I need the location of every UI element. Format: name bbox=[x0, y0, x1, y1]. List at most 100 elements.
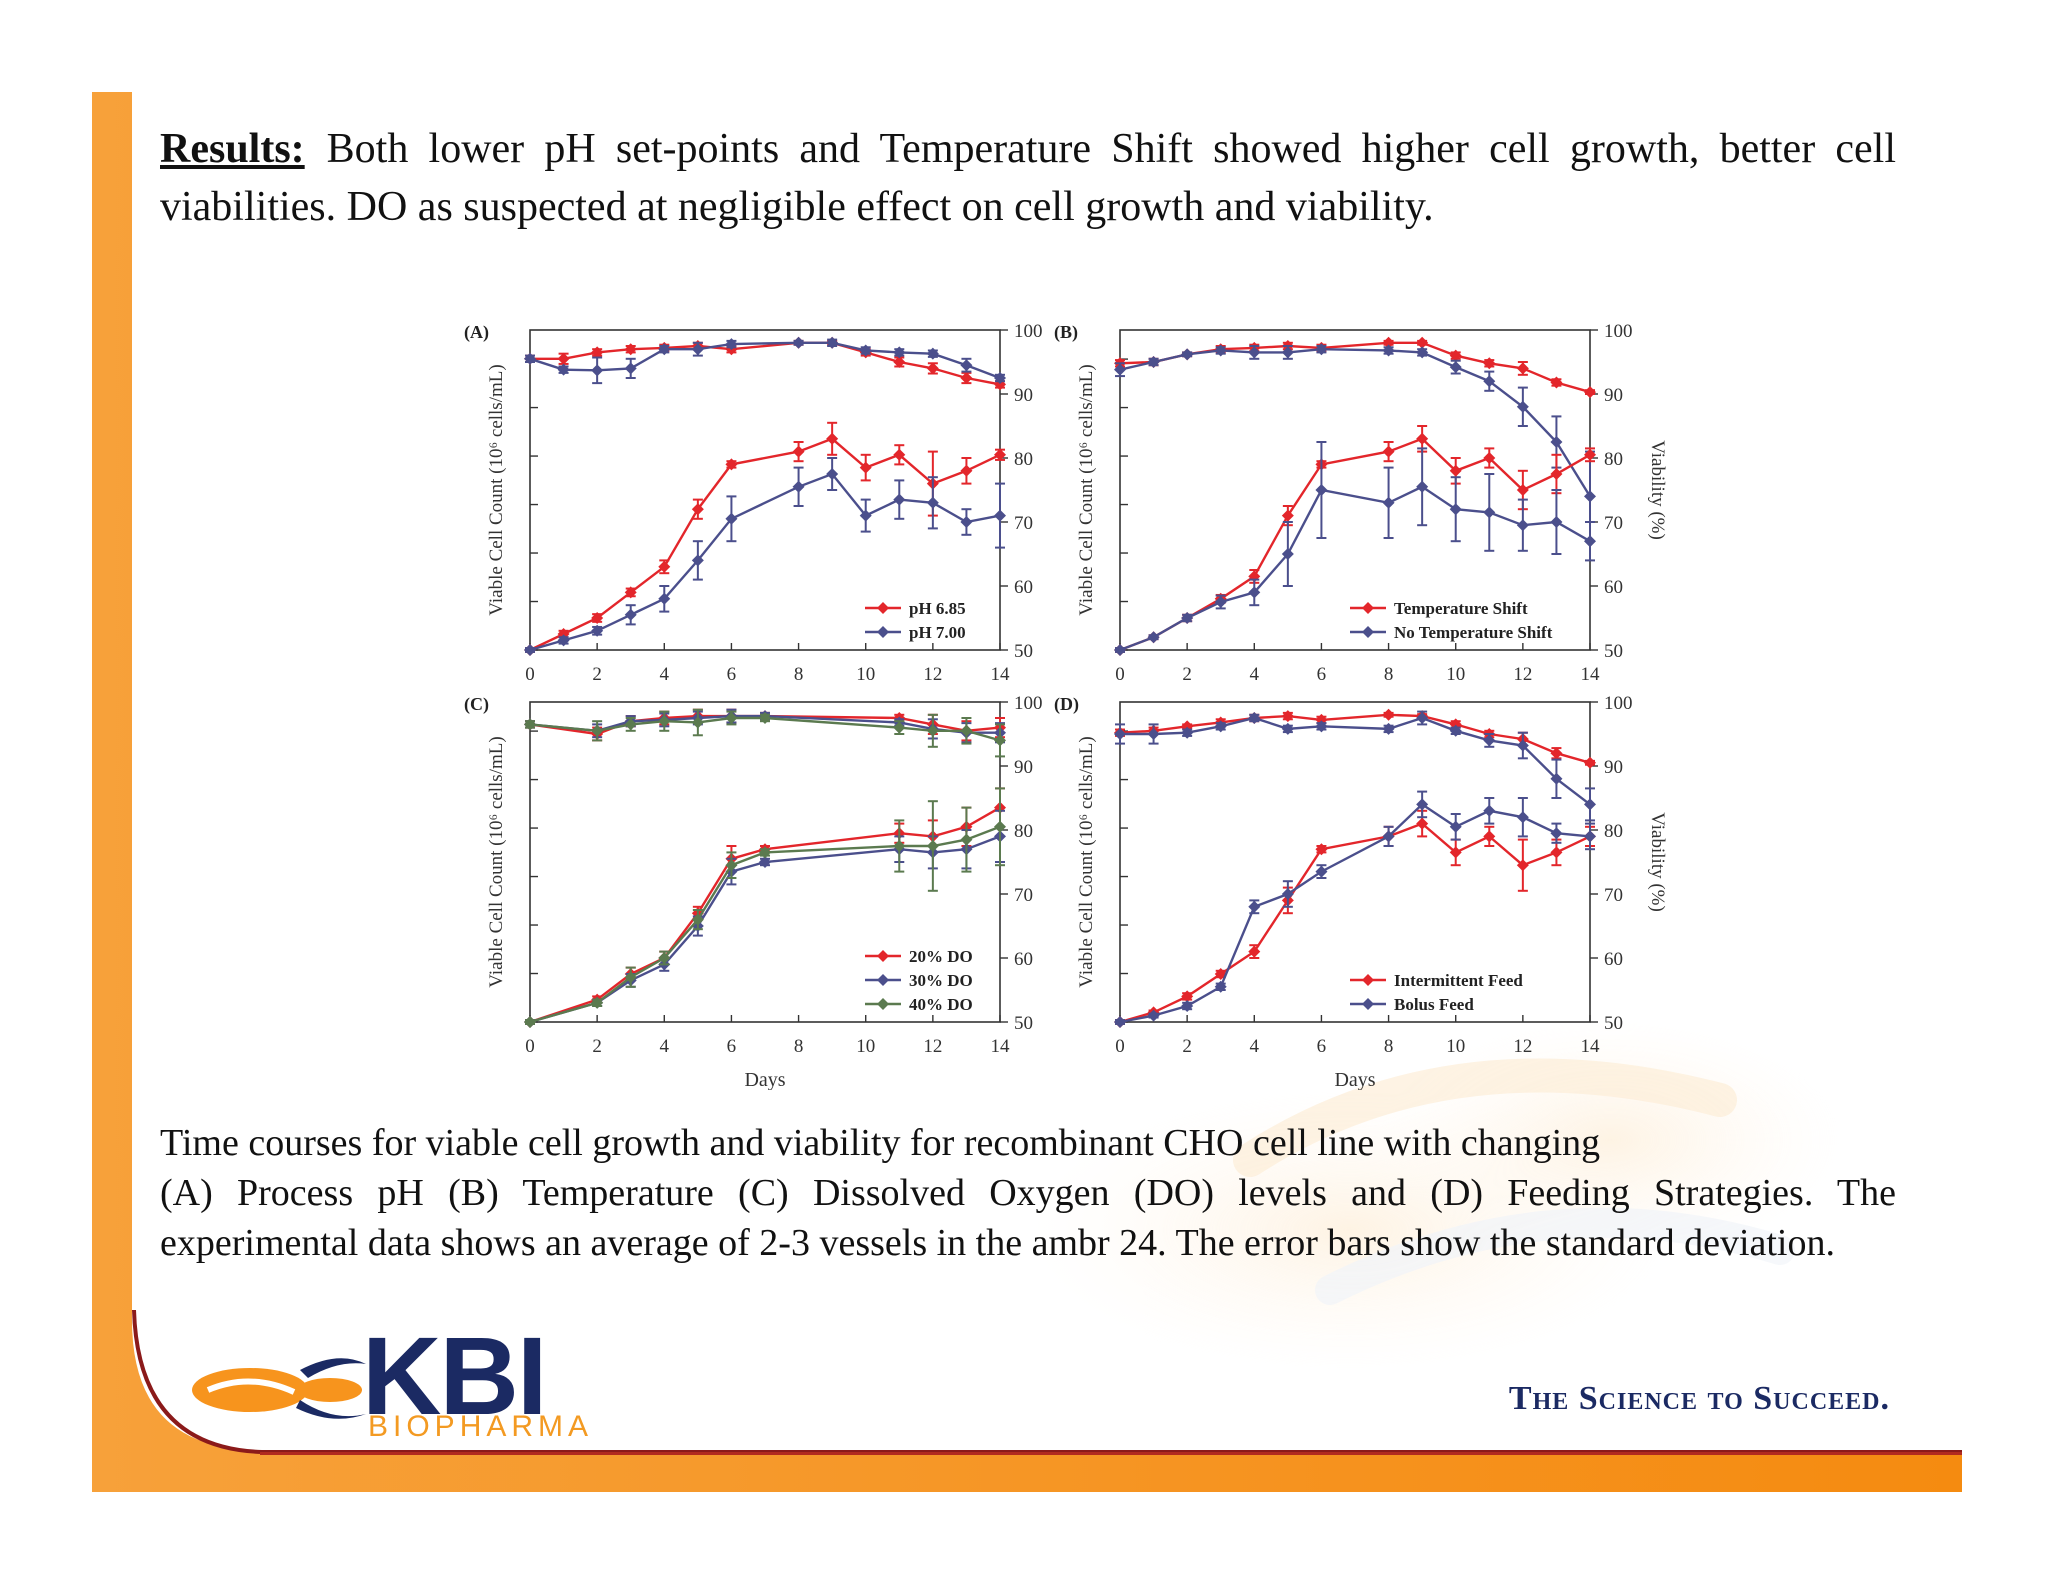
data-point bbox=[1281, 346, 1294, 359]
x-tick-label: 14 bbox=[1581, 1036, 1601, 1057]
series-4 bbox=[1114, 441, 1596, 656]
data-point bbox=[725, 859, 738, 872]
data-point bbox=[1550, 747, 1563, 760]
data-point bbox=[1382, 344, 1395, 357]
watermark-swoosh bbox=[1030, 1020, 1840, 1370]
data-point bbox=[524, 352, 536, 365]
data-point bbox=[1181, 726, 1194, 739]
data-point bbox=[691, 554, 704, 567]
x-tick-label: 8 bbox=[794, 664, 804, 685]
data-point bbox=[1449, 846, 1462, 859]
data-point bbox=[926, 362, 939, 375]
data-point bbox=[1550, 376, 1563, 389]
data-point bbox=[1181, 990, 1194, 1003]
data-point bbox=[725, 338, 738, 351]
data-point bbox=[524, 1016, 536, 1028]
data-point bbox=[557, 363, 570, 376]
data-point bbox=[1516, 739, 1529, 752]
data-point bbox=[1550, 468, 1563, 480]
data-point bbox=[1248, 346, 1261, 359]
legend-marker bbox=[877, 626, 889, 638]
legend-entry: pH 6.85 bbox=[865, 599, 966, 618]
x-tick-label: 10 bbox=[856, 664, 875, 685]
data-point bbox=[1281, 722, 1294, 735]
data-point bbox=[1315, 865, 1328, 878]
data-point bbox=[926, 840, 939, 852]
data-point bbox=[1147, 1009, 1160, 1022]
data-point bbox=[1584, 386, 1596, 399]
series-line bbox=[529, 472, 1001, 652]
tagline: The Science to Succeed. bbox=[1508, 1380, 1890, 1417]
y2-tick-label: 90 bbox=[1014, 757, 1033, 778]
panel-label: (C) bbox=[464, 694, 489, 715]
y-axis-label: Viable Cell Count (10⁶ cells/mL) bbox=[486, 364, 507, 615]
data-point bbox=[1550, 516, 1563, 528]
legend-label: 30% DO bbox=[909, 971, 973, 990]
data-point bbox=[792, 445, 805, 458]
x-tick-label: 6 bbox=[1317, 1036, 1327, 1057]
legend-entry: Temperature Shift bbox=[1350, 599, 1528, 618]
x-tick-label: 12 bbox=[923, 1036, 942, 1057]
data-point bbox=[994, 820, 1006, 833]
data-point bbox=[1315, 720, 1328, 733]
data-point bbox=[1248, 586, 1261, 599]
data-point bbox=[1483, 357, 1496, 370]
x-tick-label: 12 bbox=[1513, 664, 1532, 685]
data-point bbox=[1550, 846, 1563, 859]
data-point bbox=[725, 458, 738, 471]
data-point bbox=[1382, 830, 1395, 843]
y2-tick-label: 70 bbox=[1604, 513, 1623, 534]
data-point bbox=[658, 560, 671, 573]
data-point bbox=[893, 721, 906, 734]
x-tick-label: 14 bbox=[991, 1036, 1011, 1057]
y2-tick-label: 90 bbox=[1604, 385, 1623, 406]
results-text: Both lower pH set-points and Temperature… bbox=[160, 126, 1896, 230]
series-line bbox=[529, 437, 1001, 652]
x-tick-label: 14 bbox=[1581, 664, 1601, 685]
legend-marker bbox=[1362, 626, 1374, 638]
x-tick-label: 10 bbox=[1446, 664, 1465, 685]
data-point bbox=[1214, 980, 1227, 993]
data-point bbox=[624, 362, 637, 375]
data-point bbox=[994, 509, 1006, 522]
legend-label: Bolus Feed bbox=[1394, 995, 1474, 1014]
data-point bbox=[658, 592, 671, 605]
legend-entry: 20% DO bbox=[865, 947, 973, 966]
figure-caption: Time courses for viable cell growth and … bbox=[160, 1118, 1896, 1268]
legend-label: 20% DO bbox=[909, 947, 973, 966]
data-point bbox=[1449, 464, 1462, 477]
data-point bbox=[725, 512, 738, 525]
data-point bbox=[1516, 859, 1529, 872]
legend-marker bbox=[1362, 998, 1374, 1010]
data-point bbox=[1516, 400, 1529, 413]
data-point bbox=[1382, 722, 1395, 735]
data-point bbox=[1483, 375, 1496, 388]
data-point bbox=[1550, 772, 1563, 785]
data-point bbox=[1114, 1016, 1126, 1028]
y2-tick-label: 60 bbox=[1604, 949, 1623, 970]
legend-entry: 40% DO bbox=[865, 995, 973, 1014]
data-point bbox=[1416, 336, 1429, 349]
legend-marker bbox=[877, 602, 889, 614]
y2-tick-label: 100 bbox=[1014, 693, 1043, 714]
y2-tick-label: 100 bbox=[1014, 321, 1043, 342]
data-point bbox=[1147, 631, 1160, 644]
x-tick-label: 8 bbox=[794, 1036, 804, 1057]
x-tick-label: 14 bbox=[991, 664, 1011, 685]
data-point bbox=[658, 952, 671, 964]
legend-marker bbox=[1362, 602, 1374, 614]
data-point bbox=[826, 336, 839, 349]
data-point bbox=[1416, 480, 1429, 493]
data-point bbox=[1281, 509, 1294, 522]
logo-kbi: KBI bbox=[362, 1315, 547, 1438]
data-point bbox=[960, 724, 973, 737]
y2-tick-label: 50 bbox=[1604, 1013, 1623, 1034]
data-point bbox=[624, 343, 637, 356]
x-tick-label: 2 bbox=[592, 1036, 602, 1057]
x-tick-label: 2 bbox=[592, 664, 602, 685]
panel-label: (A) bbox=[464, 322, 489, 343]
data-point bbox=[1114, 644, 1126, 656]
data-point bbox=[1584, 448, 1596, 461]
